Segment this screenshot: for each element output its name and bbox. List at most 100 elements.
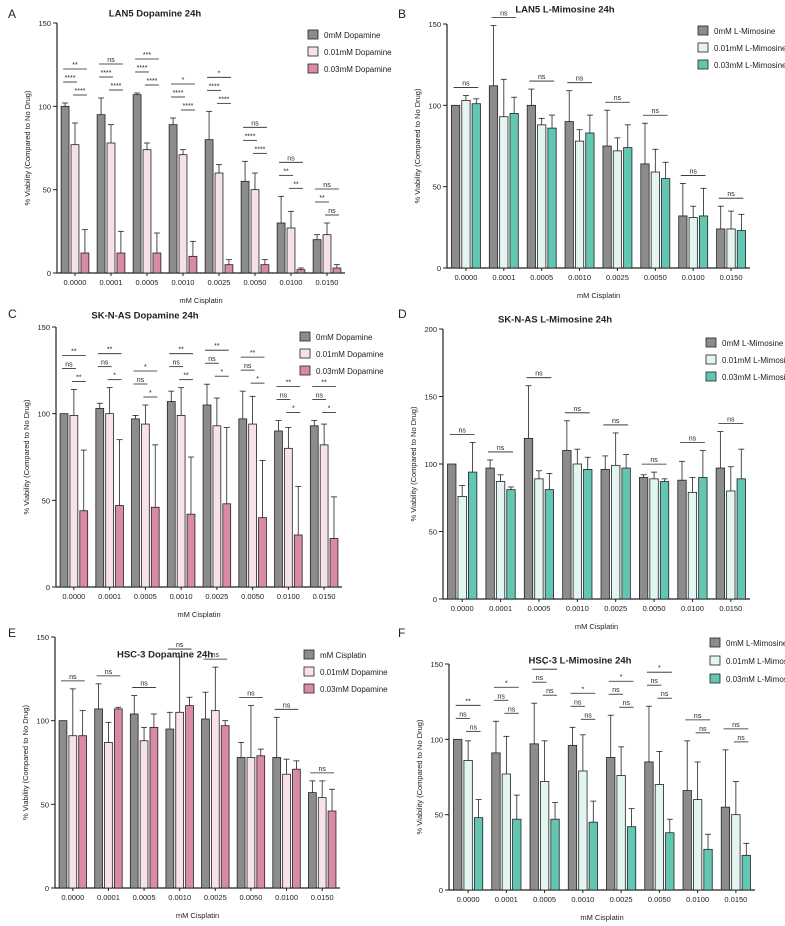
x-tick-label: 0.0010 — [170, 592, 193, 601]
x-tick-label: 0.0050 — [648, 895, 671, 904]
significance-label: ** — [319, 195, 325, 202]
panel-a: A LAN5 Dopamine 24h 0 50 100 150 % Viability (… — [8, 7, 392, 305]
significance-label: ns — [176, 642, 184, 649]
significance-label: ns — [244, 363, 252, 370]
y-tick-label: 100 — [430, 735, 443, 744]
bar — [94, 708, 103, 889]
y-tick-label: 0 — [437, 264, 441, 273]
bar — [451, 104, 461, 269]
bar — [106, 142, 116, 274]
significance-label: ** — [283, 168, 289, 175]
significance-label: ns — [462, 81, 470, 88]
y-tick-label: 50 — [429, 528, 437, 537]
bar — [572, 463, 582, 600]
significance-label: ns — [623, 700, 631, 707]
y-tick-label: 150 — [424, 393, 437, 402]
significance-label: ns — [612, 687, 620, 694]
bar — [583, 468, 593, 600]
significance-label: ns — [470, 724, 478, 731]
bar — [149, 726, 159, 889]
legend-label: 0mM L-Mimosine — [726, 639, 785, 648]
bar — [214, 172, 224, 274]
significance-label: ns — [661, 691, 669, 698]
bar — [716, 228, 726, 269]
significance-label: * — [149, 390, 152, 397]
bar — [736, 478, 746, 600]
significance-label: ** — [286, 380, 292, 387]
bar — [284, 447, 293, 588]
x-tick-label: 0.0001 — [97, 893, 120, 902]
significance-label: ns — [546, 688, 554, 695]
legend-swatch — [307, 29, 319, 40]
bar — [616, 775, 626, 891]
significance-label: ns — [283, 702, 291, 709]
bar — [468, 471, 478, 600]
bar — [204, 139, 214, 274]
x-tick-label: 0.0100 — [280, 278, 303, 287]
bar — [606, 757, 616, 891]
bar — [68, 735, 78, 889]
bar — [585, 132, 595, 269]
legend-swatch — [705, 337, 717, 348]
panel-e: E HSC-3 Dopamine 24h 0 50 100 150 % Viability … — [8, 626, 388, 920]
bar — [210, 710, 220, 889]
x-tick-label: 0.0100 — [275, 893, 298, 902]
x-tick-label: 0.0150 — [311, 893, 334, 902]
bar — [248, 423, 257, 588]
x-tick-label: 0.0025 — [208, 278, 231, 287]
bar — [540, 781, 550, 891]
significance-label: **** — [245, 133, 256, 140]
x-tick-label: 0.0001 — [100, 278, 123, 287]
significance-label: ns — [208, 356, 216, 363]
legend-label: 0.03mM Dopamine — [320, 685, 388, 694]
x-axis-label: mM Cisplatin — [177, 610, 220, 619]
significance-label: ** — [76, 374, 82, 381]
chart-title: HSC-3 Dopamine 24h — [117, 649, 213, 660]
x-tick-label: 0.0000 — [64, 278, 87, 287]
significance-label: ns — [459, 711, 467, 718]
significance-label: ns — [172, 360, 180, 367]
significance-label: ns — [737, 735, 745, 742]
bar — [473, 817, 484, 891]
significance-label: ns — [535, 371, 543, 378]
bar — [457, 495, 467, 600]
bar — [550, 818, 560, 891]
bar — [132, 94, 142, 274]
significance-label: ns — [323, 182, 331, 189]
bar — [736, 230, 746, 269]
significance-label: ns — [101, 360, 109, 367]
x-axis-label: mM Cisplatin — [176, 911, 219, 920]
x-tick-label: 0.0010 — [571, 895, 594, 904]
bar — [113, 708, 123, 889]
significance-label: **** — [173, 90, 184, 97]
bar — [236, 757, 246, 889]
bar — [104, 742, 113, 889]
significance-label: ns — [315, 393, 323, 400]
bar — [78, 735, 87, 889]
legend-swatch — [697, 59, 709, 70]
bar — [621, 467, 631, 600]
legend-label: 0.03mM L-Mimosine — [714, 61, 785, 70]
y-tick-label: 0 — [46, 583, 50, 592]
bar — [529, 743, 539, 891]
x-tick-label: 0.0025 — [610, 895, 633, 904]
significance-label: ** — [293, 181, 299, 188]
significance-label: ** — [214, 343, 220, 350]
x-tick-label: 0.0005 — [527, 604, 550, 613]
y-axis-label: % Viability (Compared to No Drug) — [22, 399, 31, 514]
x-tick-label: 0.0100 — [277, 592, 300, 601]
bar — [471, 103, 481, 269]
y-tick-label: 100 — [428, 101, 441, 110]
x-tick-label: 0.0005 — [134, 592, 157, 601]
bar — [129, 713, 139, 889]
bar — [715, 467, 725, 600]
bar — [644, 761, 654, 891]
y-tick-label: 50 — [42, 496, 50, 505]
significance-label: **** — [137, 65, 148, 72]
y-tick-label: 150 — [37, 323, 50, 332]
bar — [726, 228, 736, 269]
significance-label: ns — [652, 108, 660, 115]
x-tick-label: 0.0005 — [136, 278, 159, 287]
significance-label: ** — [72, 62, 78, 69]
chart-title: LAN5 Dopamine 24h — [109, 8, 202, 19]
